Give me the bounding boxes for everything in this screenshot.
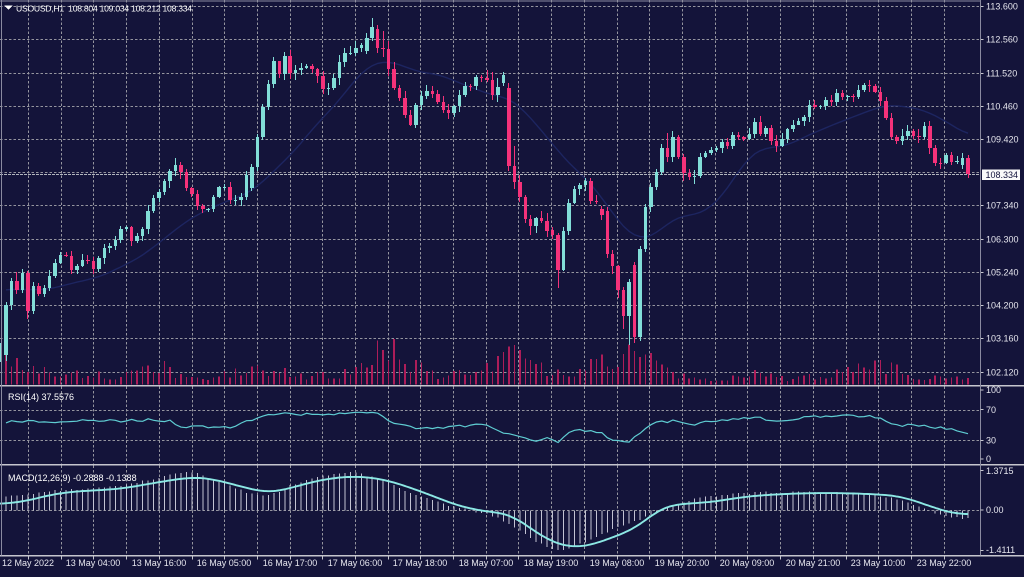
svg-text:108.334: 108.334 [986,170,1019,180]
svg-text:109.420: 109.420 [986,135,1019,145]
svg-text:20 May 21:00: 20 May 21:00 [786,558,841,568]
svg-text:USOUSD,H1 108.804 109.034 108: USOUSD,H1 108.804 109.034 108.212 108.33… [16,4,192,14]
svg-text:100: 100 [986,385,1001,395]
svg-text:107.340: 107.340 [986,201,1019,211]
svg-text:23 May 22:00: 23 May 22:00 [917,558,972,568]
svg-text:23 May 10:00: 23 May 10:00 [851,558,906,568]
svg-text:17 May 06:00: 17 May 06:00 [328,558,383,568]
svg-text:RSI(14) 37.5576: RSI(14) 37.5576 [8,392,74,402]
svg-text:19 May 20:00: 19 May 20:00 [655,558,710,568]
svg-text:13 May 04:00: 13 May 04:00 [66,558,121,568]
svg-text:16 May 17:00: 16 May 17:00 [263,558,318,568]
svg-text:-1.4111: -1.4111 [986,545,1015,555]
svg-text:12 May 2022: 12 May 2022 [2,558,54,568]
svg-text:18 May 07:00: 18 May 07:00 [459,558,514,568]
svg-text:104.200: 104.200 [986,301,1019,311]
svg-text:70: 70 [986,405,996,415]
svg-text:13 May 16:00: 13 May 16:00 [132,558,187,568]
svg-text:0: 0 [986,454,991,464]
svg-text:103.160: 103.160 [986,334,1019,344]
svg-text:17 May 18:00: 17 May 18:00 [393,558,448,568]
svg-text:102.120: 102.120 [986,368,1019,378]
svg-text:MACD(12,26,9) -0.2888 -0.1388: MACD(12,26,9) -0.2888 -0.1388 [8,473,137,483]
svg-text:106.300: 106.300 [986,235,1019,245]
svg-text:110.460: 110.460 [986,102,1018,112]
svg-text:19 May 08:00: 19 May 08:00 [590,558,645,568]
svg-text:105.240: 105.240 [986,268,1019,278]
svg-text:20 May 09:00: 20 May 09:00 [720,558,775,568]
svg-text:113.600: 113.600 [986,2,1018,12]
svg-text:16 May 05:00: 16 May 05:00 [197,558,252,568]
svg-text:111.520: 111.520 [986,69,1017,79]
svg-text:18 May 19:00: 18 May 19:00 [524,558,579,568]
svg-text:0.00: 0.00 [986,505,1004,515]
svg-text:1.3715: 1.3715 [986,466,1014,476]
svg-text:112.560: 112.560 [986,35,1018,45]
svg-text:30: 30 [986,436,996,446]
